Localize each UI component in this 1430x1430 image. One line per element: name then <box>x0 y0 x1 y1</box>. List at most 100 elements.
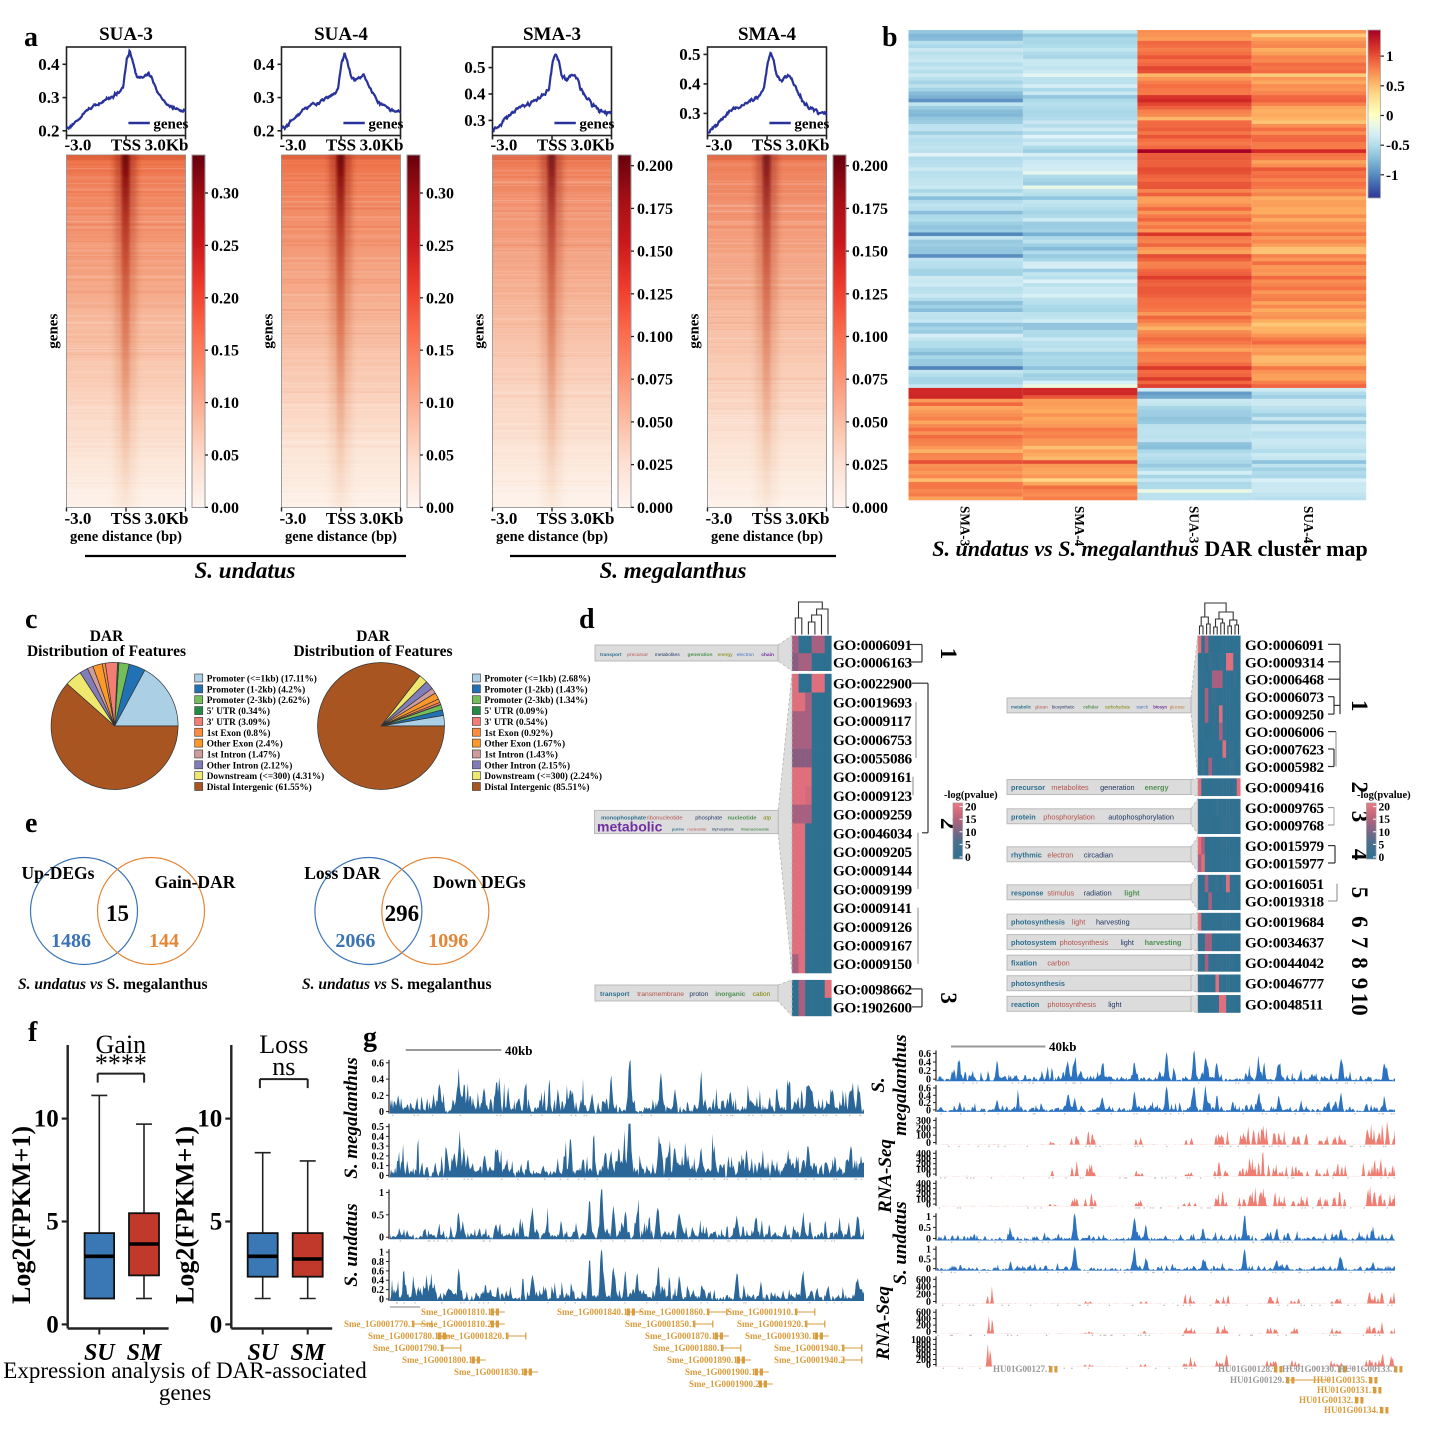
svg-text:energy: energy <box>718 652 734 658</box>
svg-text:0.100: 0.100 <box>637 329 673 346</box>
svg-text:Sme_1G0001860.1: Sme_1G0001860.1 <box>639 1307 710 1317</box>
svg-text:Distribution of Features: Distribution of Features <box>27 643 186 660</box>
svg-text:chain: chain <box>761 652 774 658</box>
svg-text:0.4: 0.4 <box>372 1276 385 1287</box>
svg-text:0: 0 <box>926 1170 931 1181</box>
svg-text:precursor: precursor <box>627 652 648 658</box>
svg-text:0.05: 0.05 <box>211 448 239 465</box>
svg-text:HU01G00134.1: HU01G00134.1 <box>1324 1405 1383 1415</box>
svg-text:GO:0009161: GO:0009161 <box>833 769 912 786</box>
svg-text:200: 200 <box>916 1159 931 1170</box>
svg-text:carbon: carbon <box>1047 959 1069 968</box>
svg-text:Gain-DAR: Gain-DAR <box>155 872 236 892</box>
svg-text:15: 15 <box>1379 814 1391 826</box>
svg-text:0.15: 0.15 <box>211 343 239 360</box>
svg-text:starch: starch <box>1136 704 1148 709</box>
svg-text:transport: transport <box>600 652 622 658</box>
svg-text:energy: energy <box>1145 783 1170 792</box>
svg-text:GO:0046777: GO:0046777 <box>1245 976 1325 993</box>
svg-text:3.0Kb: 3.0Kb <box>360 136 404 155</box>
svg-text:biosyn: biosyn <box>1153 704 1167 709</box>
svg-text:DAR: DAR <box>356 628 390 645</box>
svg-text:HU01G00135.1: HU01G00135.1 <box>1313 1375 1372 1385</box>
svg-text:SU: SU <box>84 1340 116 1366</box>
svg-text:0.5: 0.5 <box>919 1254 932 1265</box>
svg-text:1: 1 <box>926 1245 931 1256</box>
svg-text:GO:0009259: GO:0009259 <box>833 807 913 824</box>
svg-text:TSS: TSS <box>752 136 782 155</box>
svg-text:genes: genes <box>794 117 829 133</box>
svg-text:photosynthesis: photosynthesis <box>1011 918 1065 927</box>
svg-text:0.10: 0.10 <box>426 395 454 412</box>
svg-text:GO:0009768: GO:0009768 <box>1245 818 1325 835</box>
svg-text:S. megalanthus: S. megalanthus <box>341 1057 362 1178</box>
svg-text:genes: genes <box>153 117 188 133</box>
svg-text:b: b <box>882 22 898 53</box>
svg-text:3: 3 <box>936 992 961 1004</box>
svg-text:GO:0022900: GO:0022900 <box>833 676 913 693</box>
svg-text:GO:0005982: GO:0005982 <box>1245 759 1324 776</box>
svg-text:2: 2 <box>936 818 961 830</box>
svg-text:GO:0006163: GO:0006163 <box>833 655 913 672</box>
svg-text:Sme_1G0001900.2: Sme_1G0001900.2 <box>689 1379 760 1389</box>
svg-text:40kb: 40kb <box>1049 1039 1076 1054</box>
svg-text:0.25: 0.25 <box>426 238 454 255</box>
svg-text:0: 0 <box>926 1264 931 1275</box>
svg-text:8: 8 <box>1347 957 1372 969</box>
svg-text:-3.0: -3.0 <box>491 509 518 528</box>
svg-text:300: 300 <box>916 1184 931 1195</box>
svg-text:300: 300 <box>916 1154 931 1165</box>
svg-text:0.2: 0.2 <box>919 1098 932 1109</box>
svg-text:0.4: 0.4 <box>38 55 60 74</box>
svg-text:100: 100 <box>916 1194 931 1205</box>
svg-text:400: 400 <box>916 1350 931 1361</box>
svg-text:Sme_1G0001930.1: Sme_1G0001930.1 <box>745 1331 816 1341</box>
svg-text:0.4: 0.4 <box>679 74 701 93</box>
svg-text:0.125: 0.125 <box>637 286 673 303</box>
svg-text:-1: -1 <box>1386 168 1399 184</box>
svg-text:-3.0: -3.0 <box>65 509 92 528</box>
svg-text:purine: purine <box>672 827 685 832</box>
svg-text:Gain: Gain <box>96 1030 147 1059</box>
svg-text:0.6: 0.6 <box>372 1058 385 1069</box>
svg-text:Sme_1G0001900.1: Sme_1G0001900.1 <box>685 1367 756 1377</box>
svg-text:metabolic: metabolic <box>597 819 663 835</box>
svg-text:200: 200 <box>916 1123 931 1134</box>
svg-text:1st Exon (0.92%): 1st Exon (0.92%) <box>484 728 552 739</box>
svg-text:harvesting: harvesting <box>1145 938 1182 947</box>
svg-text:stimulus: stimulus <box>1047 888 1074 897</box>
svg-text:rhythmic: rhythmic <box>1011 850 1042 859</box>
svg-text:0.200: 0.200 <box>637 158 673 175</box>
svg-text:0: 0 <box>379 1233 384 1244</box>
svg-text:GO:0006073: GO:0006073 <box>1245 689 1325 706</box>
svg-text:Sme_1G0001810.2: Sme_1G0001810.2 <box>421 1319 492 1329</box>
svg-text:S. undatus vs S. megalanthus D: S. undatus vs S. megalanthus DAR cluster… <box>932 536 1367 561</box>
svg-text:200: 200 <box>916 1321 931 1332</box>
svg-text:triphosphate: triphosphate <box>712 827 735 832</box>
svg-text:400: 400 <box>916 1179 931 1190</box>
svg-text:0: 0 <box>926 1360 931 1371</box>
svg-text:harvesting: harvesting <box>1096 918 1130 927</box>
svg-text:S. undatus vs S. megalanthus: S. undatus vs S. megalanthus <box>18 976 208 993</box>
svg-text:Sme_1G0001790.1: Sme_1G0001790.1 <box>373 1343 444 1353</box>
svg-text:Promoter (<=1kb) (17.11%): Promoter (<=1kb) (17.11%) <box>207 674 317 685</box>
svg-text:GO:0009141: GO:0009141 <box>833 900 912 917</box>
svg-text:inorganic: inorganic <box>715 991 745 998</box>
svg-text:GO:0015979: GO:0015979 <box>1245 838 1325 855</box>
svg-text:5' UTR (0.34%): 5' UTR (0.34%) <box>207 706 270 717</box>
svg-text:SUA-3: SUA-3 <box>99 24 153 45</box>
svg-text:Sme_1G0001890.1: Sme_1G0001890.1 <box>667 1355 738 1365</box>
svg-text:-3.0: -3.0 <box>491 136 518 155</box>
svg-text:0.5: 0.5 <box>1386 79 1405 95</box>
svg-text:0: 0 <box>379 1295 384 1306</box>
svg-text:1st Exon (0.8%): 1st Exon (0.8%) <box>207 728 271 739</box>
svg-text:0.100: 0.100 <box>852 329 888 346</box>
svg-text:5: 5 <box>46 1209 59 1236</box>
svg-text:0.00: 0.00 <box>426 500 454 517</box>
svg-text:0.4: 0.4 <box>919 1091 932 1102</box>
svg-text:HU01G00133.1: HU01G00133.1 <box>1338 1364 1397 1374</box>
svg-text:0.5: 0.5 <box>464 58 485 77</box>
svg-text:-log(pvalue): -log(pvalue) <box>1357 790 1411 801</box>
svg-text:Distribution of Features: Distribution of Features <box>293 643 452 660</box>
svg-text:7: 7 <box>1347 937 1372 949</box>
